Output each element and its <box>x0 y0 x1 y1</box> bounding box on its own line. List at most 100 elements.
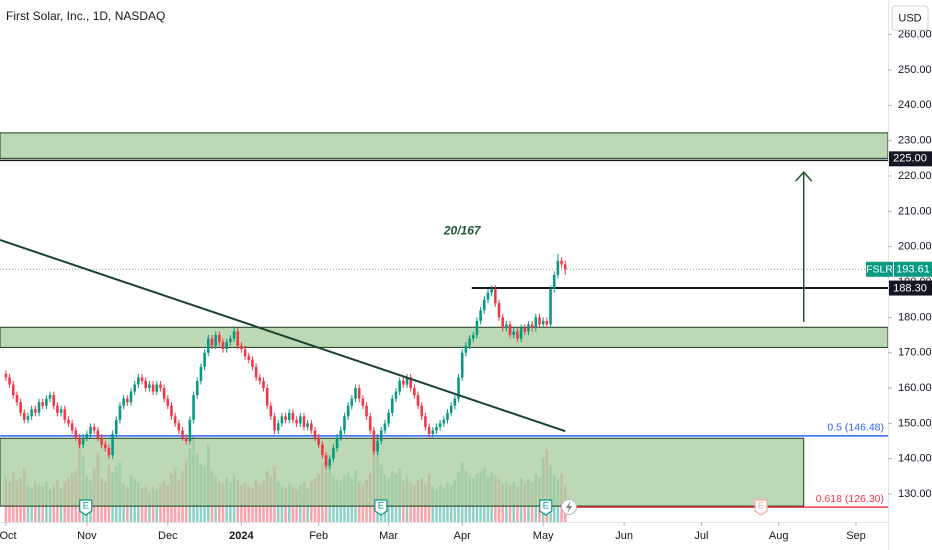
candle-body <box>184 437 188 442</box>
dividend-icon[interactable] <box>561 499 577 515</box>
candle-body <box>225 342 228 350</box>
candle-body <box>199 366 203 381</box>
price-tag-label: 225.00 <box>893 153 927 165</box>
candle-body <box>170 405 173 417</box>
candle-body <box>34 409 37 413</box>
candle-body <box>299 416 302 424</box>
y-tick-label: 220.00 <box>898 170 932 182</box>
candle-body <box>63 409 67 420</box>
candle-body <box>313 430 317 438</box>
chart-title: First Solar, Inc., 1D, NASDAQ <box>6 9 165 23</box>
candle-body <box>41 402 44 406</box>
candle-body <box>361 398 365 406</box>
candle-body <box>148 384 151 389</box>
level-label: 0.5 (146.48) <box>827 422 884 434</box>
candle-body <box>402 380 405 385</box>
candle-body <box>475 320 479 336</box>
candle-body <box>538 317 541 325</box>
event-badge <box>79 499 93 516</box>
candle-body <box>343 416 346 431</box>
plot-area: 0.5 (146.48) 0.618 (126.30) 20/167 E E E E <box>0 132 889 522</box>
candle-body <box>501 317 504 328</box>
x-tick-label: May <box>533 530 554 542</box>
candle-body <box>52 395 56 406</box>
symbol-tag <box>866 261 893 277</box>
candle-body <box>188 419 192 442</box>
candle-body <box>111 433 114 456</box>
candle-body <box>96 430 100 438</box>
x-tick-label: Apr <box>454 530 471 542</box>
currency-box[interactable] <box>891 5 929 31</box>
candle-body <box>284 416 287 420</box>
candle-body <box>67 419 70 424</box>
candle-body <box>19 402 22 413</box>
candle-body <box>505 324 508 328</box>
candle-body <box>287 412 291 420</box>
candle-body <box>232 331 236 339</box>
candle-body <box>78 437 81 445</box>
y-tick-label: 140.00 <box>898 453 932 465</box>
candle-body <box>446 412 449 420</box>
candle-body <box>181 430 184 438</box>
symbol-tag-label: FSLR <box>866 264 893 276</box>
candle-body <box>56 405 59 413</box>
candle-body <box>545 320 549 325</box>
candle-body <box>262 380 265 389</box>
candle-body <box>383 423 387 431</box>
candle-body <box>530 324 534 328</box>
candle-body <box>133 384 136 392</box>
candle-body <box>394 391 398 399</box>
candle-body <box>81 437 85 445</box>
zone <box>0 326 889 348</box>
y-tick-label: 250.00 <box>898 64 932 76</box>
candle-body <box>107 448 111 456</box>
candle-body <box>321 444 324 456</box>
price-tag <box>889 151 932 167</box>
candle-body <box>155 384 159 392</box>
candle-body <box>471 335 475 339</box>
x-tick-label: 2024 <box>229 530 254 542</box>
candle-body <box>210 338 214 346</box>
candle-body <box>280 416 284 424</box>
annotation: 20/167 <box>443 223 482 237</box>
y-tick-label: 230.00 <box>898 135 932 147</box>
event-badge <box>754 499 768 516</box>
candle-body <box>251 359 254 367</box>
candle-body <box>519 327 523 339</box>
candle-body <box>306 423 309 427</box>
candle-body <box>195 380 199 396</box>
candle-body <box>192 395 195 420</box>
candle-body <box>265 388 269 406</box>
candle-body <box>240 345 243 350</box>
y-tick-label: 150.00 <box>898 417 932 429</box>
x-tick-label: Jul <box>694 530 708 542</box>
candle-body <box>85 433 89 438</box>
candle-body <box>207 338 210 353</box>
candle-body <box>449 405 453 413</box>
candle-body <box>391 398 394 413</box>
candle-body <box>372 430 376 452</box>
candle-body <box>295 419 298 424</box>
candle-body <box>23 412 26 420</box>
candle-body <box>413 388 416 396</box>
price-tag <box>894 261 932 277</box>
candle-body <box>30 409 33 417</box>
candle-body <box>140 377 144 381</box>
level-label: 0.618 (126.30) <box>816 493 884 505</box>
candle-body <box>92 426 96 431</box>
candle-body <box>350 398 354 406</box>
candle-body <box>126 398 129 403</box>
candle-body <box>368 416 372 431</box>
candle-body <box>420 405 424 417</box>
candle-body <box>339 430 343 438</box>
candle-body <box>151 384 155 392</box>
candle-body <box>365 405 368 417</box>
candle-body <box>129 391 133 403</box>
candle-body <box>89 426 92 434</box>
y-tick-label: 240.00 <box>898 99 932 111</box>
candle-body <box>8 377 11 385</box>
candle-body <box>328 458 332 466</box>
candle-body <box>438 423 442 427</box>
candle-body <box>48 395 52 399</box>
candle-body <box>427 426 431 434</box>
